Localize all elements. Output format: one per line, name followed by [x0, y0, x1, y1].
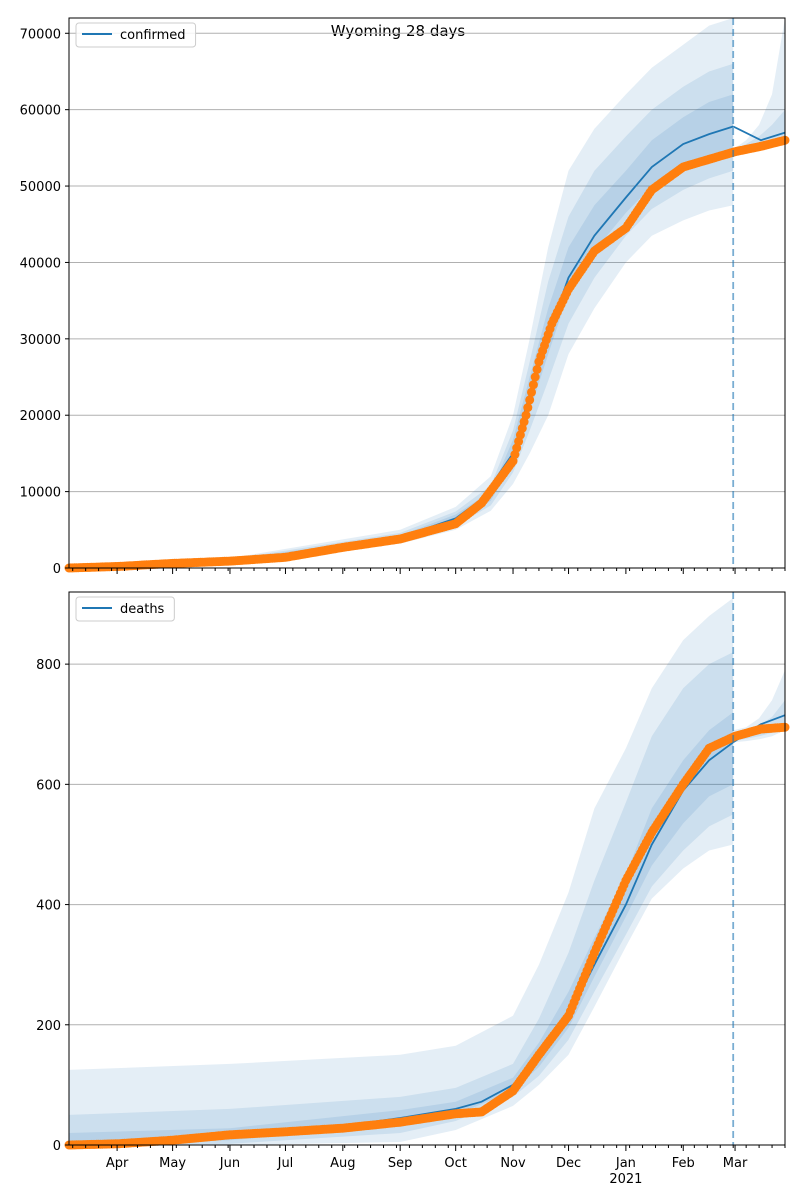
observed-point: [527, 387, 536, 397]
deaths-observed-points: [64, 722, 790, 1150]
deaths-axes-frame: [68, 591, 786, 1146]
legend-label-deaths: deaths: [120, 602, 165, 617]
y-tick-label: 40000: [20, 256, 61, 271]
y-tick-label: 400: [36, 899, 61, 914]
uncertainty-band-1: [69, 18, 734, 568]
observed-point: [521, 410, 531, 420]
x-tick-label: Feb: [672, 1156, 695, 1171]
x-tick-label: Aug: [330, 1156, 355, 1171]
confirmed-x-axis: [72, 568, 786, 574]
deaths-panel: 0 200 400 600 800 Apr May Jun Jul Aug Sep Oct Nov De…: [36, 591, 790, 1187]
observed-point: [532, 364, 542, 374]
x-tick-label: Mar: [723, 1156, 748, 1171]
x-year-label: 2021: [609, 1172, 642, 1187]
y-tick-label: 800: [36, 658, 61, 673]
confirmed-observed-points: [64, 135, 790, 573]
observed-point: [528, 380, 538, 390]
x-tick-label: Oct: [444, 1156, 466, 1171]
x-tick-label: Jan: [615, 1156, 636, 1171]
deaths-uncertainty-bands: [69, 598, 785, 1145]
y-tick-label: 600: [36, 778, 61, 793]
x-tick-label: Jul: [277, 1156, 294, 1171]
confirmed-panel: 0 10000 20000 30000 40000 50000 60000 70000 con…: [20, 17, 790, 577]
y-tick-label: 0: [53, 562, 61, 577]
deaths-x-axis: Apr May Jun Jul Aug Sep Oct Nov Dec Jan Feb Mar 2021: [72, 1145, 786, 1187]
y-tick-label: 50000: [20, 180, 61, 195]
y-tick-label: 60000: [20, 104, 61, 119]
deaths-grid: [69, 663, 785, 1026]
uncertainty-band-3: [69, 94, 734, 569]
observed-point: [530, 372, 540, 382]
y-tick-label: 0: [53, 1139, 61, 1154]
confirmed-axes-frame: [68, 17, 786, 569]
legend-box: [75, 22, 197, 48]
x-tick-label: Nov: [500, 1156, 526, 1171]
x-tick-label: Jun: [219, 1156, 240, 1171]
uncertainty-band-2: [69, 63, 734, 569]
y-tick-label: 10000: [20, 486, 61, 501]
y-tick-label: 200: [36, 1019, 61, 1034]
y-tick-label: 30000: [20, 333, 61, 348]
y-tick-label: 20000: [20, 409, 61, 424]
forecast-band-1: [733, 18, 785, 156]
observed-point: [523, 403, 533, 413]
deaths-y-axis: 0 200 400 600 800: [36, 658, 69, 1154]
observed-point: [525, 395, 535, 405]
x-tick-label: Sep: [388, 1156, 413, 1171]
legend-box: [75, 596, 175, 622]
x-tick-label: Dec: [556, 1156, 581, 1171]
y-tick-label: 70000: [20, 27, 61, 42]
model-forecast-line: [732, 125, 786, 142]
x-tick-label: Apr: [106, 1156, 129, 1171]
deaths-legend: deaths: [75, 596, 175, 622]
chart-title: Wyoming 28 days: [331, 22, 466, 40]
legend-label-confirmed: confirmed: [120, 28, 186, 43]
confirmed-legend: confirmed: [75, 22, 197, 48]
confirmed-uncertainty-bands: [69, 18, 785, 569]
x-tick-label: May: [159, 1156, 186, 1171]
confirmed-y-axis: 0 10000 20000 30000 40000 50000 60000 70000: [20, 27, 69, 577]
